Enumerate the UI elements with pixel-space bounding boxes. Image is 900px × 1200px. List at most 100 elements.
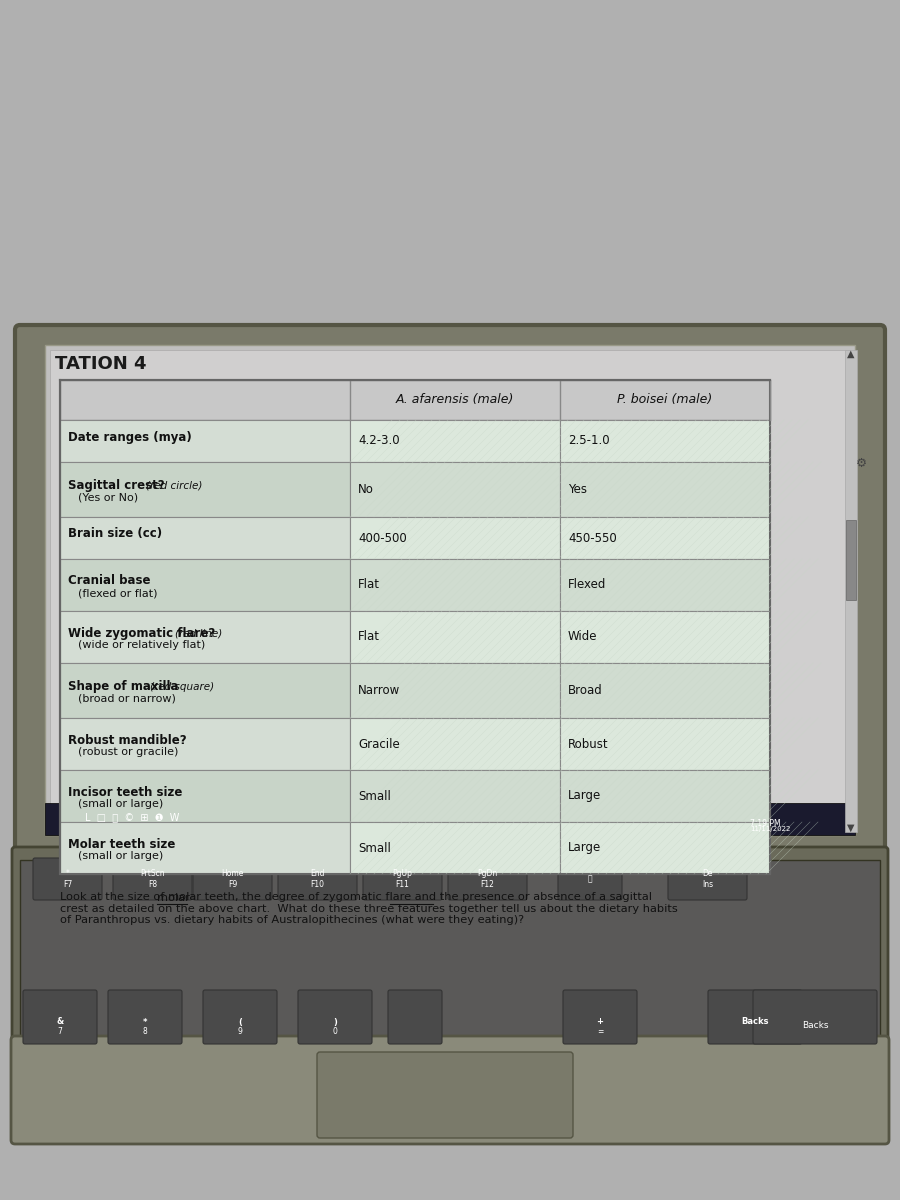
Bar [60, 718, 350, 770]
FancyBboxPatch shape [388, 990, 442, 1044]
FancyBboxPatch shape [668, 858, 747, 900]
Text: (robust or gracile): (robust or gracile) [78, 746, 178, 757]
Text: TATION 4: TATION 4 [55, 355, 147, 373]
Text: 450-550: 450-550 [568, 532, 616, 545]
Bar [20, 860, 880, 1045]
Text: End
F10: End F10 [310, 869, 325, 889]
Text: Date ranges (mya): Date ranges (mya) [68, 431, 192, 444]
Text: Incisor teeth size: Incisor teeth size [68, 786, 183, 798]
Text: A. afarensis (male): A. afarensis (male) [396, 394, 514, 407]
Bar [350, 462, 560, 517]
FancyBboxPatch shape [11, 1036, 889, 1144]
Bar [560, 517, 770, 559]
Text: (flexed or flat): (flexed or flat) [78, 588, 158, 598]
Bar [560, 718, 770, 770]
FancyBboxPatch shape [278, 858, 357, 900]
FancyBboxPatch shape [317, 1052, 573, 1138]
Bar [846, 520, 856, 600]
Bar [50, 350, 850, 832]
Bar [60, 380, 770, 874]
Bar [60, 380, 770, 420]
Text: (Yes or No): (Yes or No) [78, 492, 138, 503]
Text: (red line): (red line) [176, 628, 222, 638]
Text: Broad: Broad [568, 684, 603, 697]
Text: PgUp
F11: PgUp F11 [392, 869, 412, 889]
Text: *
F7: * F7 [63, 869, 72, 889]
Bar [350, 718, 560, 770]
FancyBboxPatch shape [12, 847, 888, 1054]
Text: 2.5-1.0: 2.5-1.0 [568, 434, 609, 448]
Bar [60, 420, 350, 462]
Text: Look at the size of molar teeth, the degree of zygomatic flare and the presence : Look at the size of molar teeth, the deg… [60, 892, 678, 925]
FancyBboxPatch shape [563, 990, 637, 1044]
Text: (: ( [238, 1018, 242, 1026]
Text: Wide zygomatic flare?: Wide zygomatic flare? [68, 626, 215, 640]
Text: (broad or narrow): (broad or narrow) [78, 694, 176, 703]
FancyBboxPatch shape [753, 990, 877, 1044]
Text: Molar teeth size: Molar teeth size [68, 838, 176, 851]
FancyBboxPatch shape [448, 858, 527, 900]
FancyBboxPatch shape [33, 858, 102, 900]
Text: ⏻: ⏻ [588, 875, 592, 883]
Text: (wide or relatively flat): (wide or relatively flat) [78, 640, 205, 650]
Text: Small: Small [358, 790, 391, 803]
Text: Sagittal crest?: Sagittal crest? [68, 479, 165, 492]
Bar [560, 559, 770, 611]
Text: (red circle): (red circle) [146, 480, 202, 491]
FancyBboxPatch shape [23, 990, 97, 1044]
FancyBboxPatch shape [113, 858, 192, 900]
Bar [560, 770, 770, 822]
Text: PrtScn
F8: PrtScn F8 [140, 869, 165, 889]
Bar [350, 611, 560, 662]
Bar [560, 662, 770, 718]
Text: Large: Large [568, 790, 601, 803]
Bar [350, 822, 560, 874]
Text: Backs: Backs [742, 1018, 769, 1026]
Text: De
Ins: De Ins [702, 869, 713, 889]
Text: +: + [597, 1018, 604, 1026]
Text: (small or large): (small or large) [78, 851, 163, 862]
Bar [60, 462, 350, 517]
Text: No: No [358, 482, 374, 496]
Text: 400-500: 400-500 [358, 532, 407, 545]
Bar [560, 462, 770, 517]
Bar [350, 517, 560, 559]
Text: Robust: Robust [568, 738, 608, 750]
Bar [60, 770, 350, 822]
Bar [560, 611, 770, 662]
Text: 0: 0 [333, 1027, 338, 1037]
Text: Home
F9: Home F9 [221, 869, 244, 889]
Text: Cranial base: Cranial base [68, 575, 150, 588]
Bar [60, 611, 350, 662]
Text: 11/11/2022: 11/11/2022 [750, 826, 790, 832]
Text: Robust mandible?: Robust mandible? [68, 733, 186, 746]
Bar [60, 822, 350, 874]
Bar [60, 559, 350, 611]
Text: Shape of maxilla: Shape of maxilla [68, 680, 178, 692]
Text: Flat: Flat [358, 630, 380, 643]
Text: Backs: Backs [802, 1020, 828, 1030]
Bar [350, 420, 560, 462]
Bar [560, 822, 770, 874]
Text: ⚙: ⚙ [855, 456, 867, 469]
Text: ▲: ▲ [847, 349, 855, 359]
Text: Large: Large [568, 841, 601, 854]
Text: 7:19 PM: 7:19 PM [750, 820, 780, 828]
Text: L  □  🗁  ©  ⊞  ❶  W: L □ 🗁 © ⊞ ❶ W [85, 812, 179, 822]
Bar [350, 662, 560, 718]
Text: (small or large): (small or large) [78, 799, 163, 809]
FancyBboxPatch shape [708, 990, 802, 1044]
FancyBboxPatch shape [558, 858, 622, 900]
Text: 7: 7 [58, 1027, 62, 1037]
Bar [350, 559, 560, 611]
Bar [845, 350, 857, 832]
Text: Wide: Wide [568, 630, 598, 643]
Text: 8: 8 [142, 1027, 148, 1037]
Text: *: * [143, 1018, 148, 1026]
Text: Flexed: Flexed [568, 578, 607, 592]
Text: &: & [57, 1018, 64, 1026]
FancyBboxPatch shape [15, 325, 885, 854]
FancyBboxPatch shape [298, 990, 372, 1044]
Text: PgDn
F12: PgDn F12 [477, 869, 498, 889]
Text: Narrow: Narrow [358, 684, 401, 697]
